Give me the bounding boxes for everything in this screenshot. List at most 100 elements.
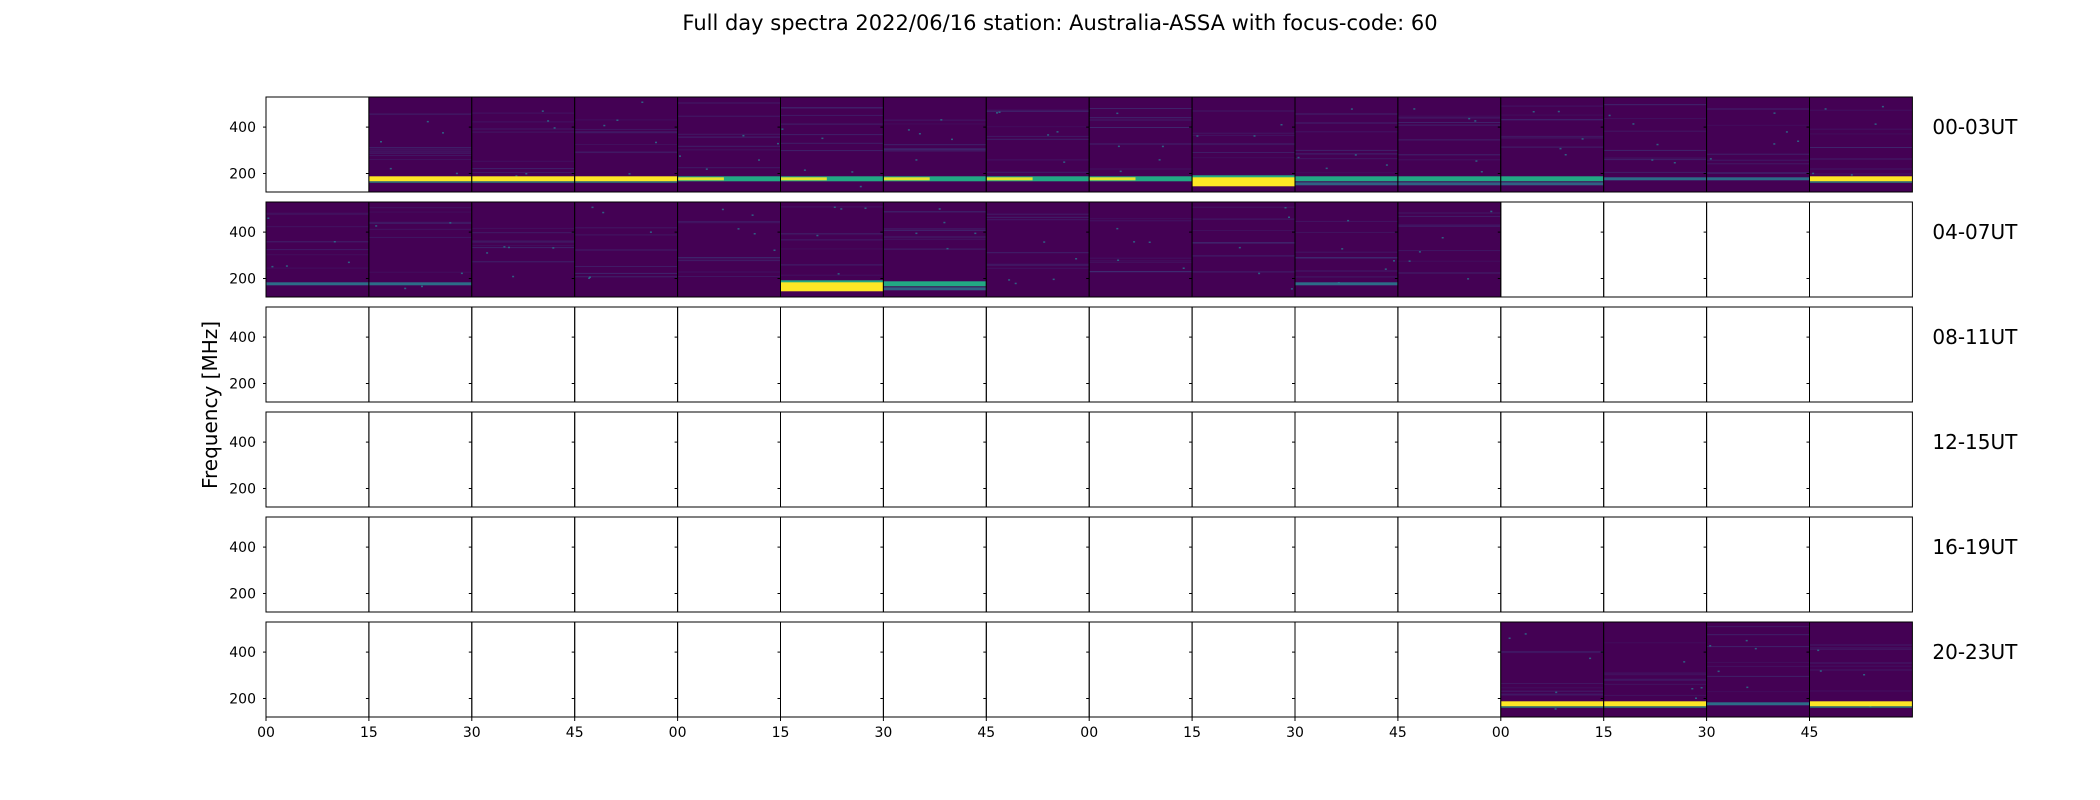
spectrum-band	[1603, 701, 1707, 707]
spectrum-band	[1500, 706, 1604, 708]
spectrum-speckle	[547, 120, 550, 122]
spectrum-texture	[677, 133, 781, 135]
spectrum-texture	[780, 206, 884, 208]
spectrum-texture	[1706, 691, 1810, 693]
spectrum-texture	[1706, 124, 1810, 126]
spectrum-panel-bg	[1603, 97, 1707, 192]
spectrum-texture	[780, 233, 884, 234]
spectrum-texture	[1706, 675, 1810, 677]
panel-grid: 200 400 00-03UT 200 400 04-07UT 200 400 08-11UT 2…	[229, 96, 2018, 741]
x-tick-label: 45	[566, 725, 584, 741]
spectrum-texture	[883, 119, 987, 121]
spectrum-speckle	[508, 246, 510, 249]
x-tick-label: 15	[772, 725, 790, 741]
spectrum-texture	[1500, 118, 1604, 120]
spectrum-speckle	[347, 261, 350, 264]
spectrum-texture	[780, 107, 884, 109]
spectrum-panel-bg	[1706, 97, 1810, 192]
spectrum-speckle	[1695, 697, 1697, 699]
spectrum-texture	[1706, 172, 1810, 174]
x-tick-label: 15	[1595, 725, 1613, 741]
spectrum-panel-bg	[1295, 202, 1398, 297]
spectrum-texture	[1809, 669, 1913, 671]
row-label: 04-07UT	[1932, 220, 2018, 244]
spectrum-texture	[986, 110, 1090, 112]
spectrum-speckle	[1408, 260, 1411, 262]
spectrum-panel-bg	[471, 97, 575, 192]
spectrum-texture	[986, 171, 1090, 173]
spectrum-speckle	[1413, 108, 1416, 110]
spectrum-speckle	[1133, 241, 1136, 243]
spectrum-texture	[1089, 143, 1193, 145]
spectrum-texture	[574, 128, 678, 130]
spectrum-texture	[1809, 647, 1913, 649]
spectrum-band	[780, 280, 884, 283]
spectrum-speckle	[758, 159, 760, 161]
spectrum-texture	[986, 267, 1090, 269]
spectrum-speckle	[1341, 248, 1344, 250]
spectrum-texture	[677, 149, 781, 151]
spectrum-texture	[1295, 220, 1398, 222]
spectrum-texture	[368, 228, 472, 230]
spectrum-band	[1809, 176, 1913, 182]
spectrum-texture	[883, 211, 987, 213]
spectrum-speckle	[421, 285, 423, 288]
spectrum-speckle	[455, 172, 458, 175]
spectrum-texture	[574, 131, 678, 133]
spectrum-texture	[574, 151, 678, 153]
spectrum-texture	[1397, 250, 1501, 252]
spectrum-texture	[986, 219, 1090, 221]
spectrum-texture	[368, 221, 472, 223]
spectrum-texture	[1809, 128, 1913, 130]
spectrum-texture	[266, 267, 369, 269]
spectrum-speckle	[655, 141, 657, 144]
spectrum-band	[986, 177, 1033, 181]
spectrum-speckle	[679, 155, 681, 157]
spectrum-speckle	[1043, 241, 1046, 243]
spectrum-texture	[1500, 687, 1604, 689]
spectrum-speckle	[512, 275, 515, 278]
spectrum-speckle	[271, 265, 274, 268]
spectrum-panel-bg	[1500, 622, 1604, 717]
spectrum-speckle	[1182, 267, 1185, 269]
spectrum-speckle	[1717, 670, 1720, 673]
spectrum-texture	[1603, 159, 1707, 161]
spectrum-speckle	[1384, 268, 1387, 270]
spectrum-speckle	[1874, 123, 1877, 125]
spectrum-band	[574, 176, 678, 182]
spectrum-speckle	[553, 127, 556, 129]
spectrum-panel-bg	[368, 97, 472, 192]
spectrum-texture	[368, 211, 472, 213]
spectrum-speckle	[1819, 670, 1822, 672]
spectrum-texture	[266, 241, 369, 243]
spectrum-texture	[368, 236, 472, 238]
spectrum-speckle	[1632, 123, 1635, 125]
spectrum-speckle	[1480, 171, 1483, 173]
spectrum-speckle	[859, 185, 862, 188]
spectrum-band	[574, 181, 678, 183]
spectrum-texture	[574, 276, 678, 278]
spectrum-texture	[1192, 144, 1295, 146]
spectrum-band	[1603, 706, 1707, 708]
spectrum-texture	[1500, 693, 1604, 695]
spectrum-speckle	[946, 247, 949, 250]
y-axis-label: Frequency [MHz]	[198, 321, 222, 489]
spectrum-texture	[471, 160, 575, 162]
spectrum-speckle	[1148, 241, 1151, 243]
spectrum-texture	[1192, 242, 1295, 244]
spectrum-band	[1397, 182, 1501, 186]
spectrum-texture	[266, 249, 369, 251]
spectrum-texture	[1089, 127, 1193, 128]
spectrum-texture	[780, 274, 884, 276]
spectrum-panel-bg	[986, 202, 1090, 297]
spectrum-texture	[986, 216, 1090, 218]
spectrum-band	[1809, 701, 1913, 707]
spectrum-texture	[883, 236, 987, 238]
spectrum-speckle	[1008, 279, 1011, 281]
spectrum-speckle	[1524, 633, 1527, 635]
spectrum-texture	[368, 152, 472, 154]
y-tick-label: 400	[229, 435, 256, 451]
spectrum-speckle	[1589, 657, 1592, 660]
spectrum-speckle	[837, 273, 840, 275]
